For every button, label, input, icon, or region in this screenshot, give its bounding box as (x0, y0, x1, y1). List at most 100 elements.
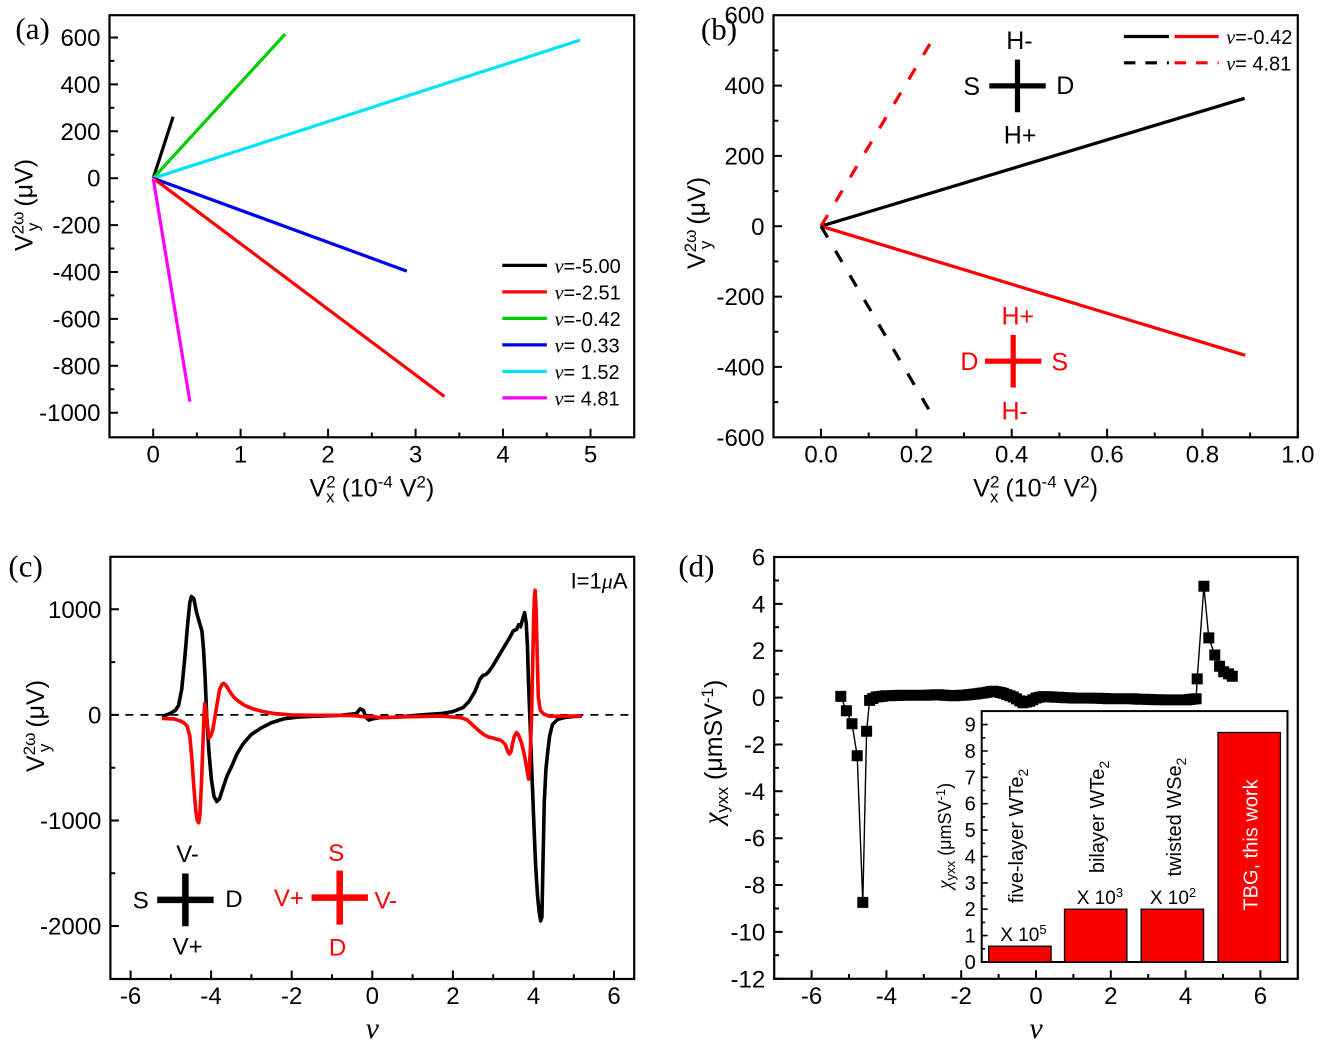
svg-text:ν= 1.52: ν= 1.52 (555, 362, 620, 384)
svg-text:χyxx (μmSV-1): χyxx (μmSV-1) (933, 783, 958, 891)
svg-text:H+: H+ (1004, 121, 1037, 149)
svg-text:4: 4 (965, 847, 976, 869)
svg-text:S: S (1051, 349, 1068, 377)
svg-text:-1000: -1000 (40, 808, 101, 835)
svg-text:S: S (963, 73, 980, 101)
svg-text:-400: -400 (52, 260, 100, 287)
svg-text:V+: V+ (274, 885, 304, 912)
svg-text:-4: -4 (744, 779, 765, 806)
svg-text:-200: -200 (52, 213, 100, 240)
svg-text:200: 200 (724, 143, 764, 170)
svg-text:S: S (328, 840, 344, 867)
svg-text:1: 1 (234, 441, 247, 468)
svg-text:4: 4 (527, 983, 540, 1010)
svg-text:3: 3 (965, 873, 976, 895)
svg-text:600: 600 (724, 3, 764, 30)
svg-text:I=1μA: I=1μA (571, 569, 628, 594)
svg-text:-10: -10 (731, 919, 766, 946)
svg-text:0: 0 (751, 214, 764, 241)
svg-text:X 103: X 103 (1077, 885, 1123, 909)
svg-text:D: D (329, 935, 346, 962)
svg-text:8: 8 (965, 741, 976, 763)
svg-text:1000: 1000 (48, 597, 101, 624)
svg-text:ν: ν (366, 1012, 380, 1045)
svg-text:-200: -200 (716, 284, 764, 311)
svg-text:V2ωy (μV): V2ωy (μV) (681, 177, 715, 269)
svg-text:H-: H- (1006, 27, 1032, 55)
svg-text:-6: -6 (120, 983, 141, 1010)
svg-text:6: 6 (1254, 983, 1267, 1010)
svg-text:V2ωy (μV): V2ωy (μV) (9, 159, 43, 251)
svg-text:0: 0 (87, 166, 100, 193)
svg-text:6: 6 (752, 545, 765, 572)
svg-text:ν=-5.00: ν=-5.00 (555, 256, 621, 278)
svg-text:2: 2 (446, 983, 459, 1010)
svg-text:V-: V- (375, 887, 398, 914)
svg-text:V-: V- (176, 841, 199, 868)
svg-text:0: 0 (1029, 983, 1042, 1010)
svg-text:0.0: 0.0 (804, 441, 837, 468)
svg-text:H-: H- (1002, 398, 1028, 426)
svg-text:ν: ν (1029, 1012, 1043, 1045)
svg-text:-400: -400 (716, 354, 764, 381)
svg-text:0.4: 0.4 (995, 441, 1028, 468)
svg-text:ν=-2.51: ν=-2.51 (555, 282, 621, 304)
svg-text:ν=-0.42: ν=-0.42 (555, 309, 621, 331)
svg-text:5: 5 (965, 820, 976, 842)
svg-text:0: 0 (88, 702, 101, 729)
svg-text:5: 5 (584, 441, 597, 468)
svg-text:-800: -800 (52, 353, 100, 380)
svg-text:0.2: 0.2 (900, 441, 933, 468)
svg-text:χyxx (μmSV-1): χyxx (μmSV-1) (698, 680, 732, 828)
svg-text:1.0: 1.0 (1281, 441, 1314, 468)
svg-text:D: D (225, 886, 242, 913)
svg-text:400: 400 (60, 72, 100, 99)
svg-text:-600: -600 (52, 306, 100, 333)
svg-text:-2: -2 (281, 983, 302, 1010)
svg-text:V2x (10-4 V2): V2 x (10-4 V2) (973, 472, 1098, 506)
svg-text:H+: H+ (1001, 303, 1034, 331)
svg-text:-4: -4 (876, 983, 897, 1010)
svg-text:2: 2 (752, 638, 765, 665)
svg-text:0: 0 (965, 952, 976, 974)
svg-text:4: 4 (752, 591, 765, 618)
svg-text:V+: V+ (173, 934, 203, 961)
svg-text:five-layer WTe2: five-layer WTe2 (1006, 769, 1031, 904)
svg-text:-2: -2 (744, 732, 765, 759)
svg-text:6: 6 (607, 983, 620, 1010)
svg-text:3: 3 (409, 441, 422, 468)
svg-text:4: 4 (496, 441, 509, 468)
svg-text:-2000: -2000 (40, 914, 101, 941)
svg-text:-2: -2 (951, 983, 972, 1010)
svg-text:(a): (a) (15, 11, 49, 46)
svg-text:(b): (b) (701, 12, 737, 47)
svg-text:9: 9 (965, 715, 976, 737)
svg-text:0: 0 (752, 685, 765, 712)
svg-text:ν= 0.33: ν= 0.33 (555, 335, 620, 357)
svg-text:bilayer WTe2: bilayer WTe2 (1087, 761, 1112, 873)
svg-text:X 105: X 105 (1000, 922, 1046, 946)
svg-text:ν= 4.81: ν= 4.81 (1226, 53, 1291, 75)
svg-text:-600: -600 (716, 425, 764, 452)
svg-text:ν=-0.42: ν=-0.42 (1226, 27, 1292, 49)
svg-text:0.8: 0.8 (1186, 441, 1219, 468)
svg-text:2: 2 (321, 441, 334, 468)
svg-text:(c): (c) (8, 548, 42, 583)
svg-text:S: S (133, 887, 149, 914)
svg-text:twisted WSe2: twisted WSe2 (1164, 757, 1189, 876)
svg-text:TBG, this work: TBG, this work (1241, 778, 1263, 910)
svg-text:-4: -4 (200, 983, 221, 1010)
svg-text:2: 2 (1104, 983, 1117, 1010)
svg-text:V2ωy (μV): V2ωy (μV) (20, 680, 54, 772)
svg-text:200: 200 (60, 119, 100, 146)
svg-text:4: 4 (1179, 983, 1192, 1010)
svg-text:0.6: 0.6 (1090, 441, 1123, 468)
svg-text:2: 2 (965, 899, 976, 921)
svg-text:-6: -6 (801, 983, 822, 1010)
svg-text:D: D (1056, 72, 1074, 100)
svg-text:X 102: X 102 (1150, 885, 1196, 909)
svg-text:600: 600 (60, 25, 100, 52)
svg-text:-8: -8 (744, 873, 765, 900)
svg-text:D: D (960, 348, 978, 376)
svg-text:400: 400 (724, 73, 764, 100)
